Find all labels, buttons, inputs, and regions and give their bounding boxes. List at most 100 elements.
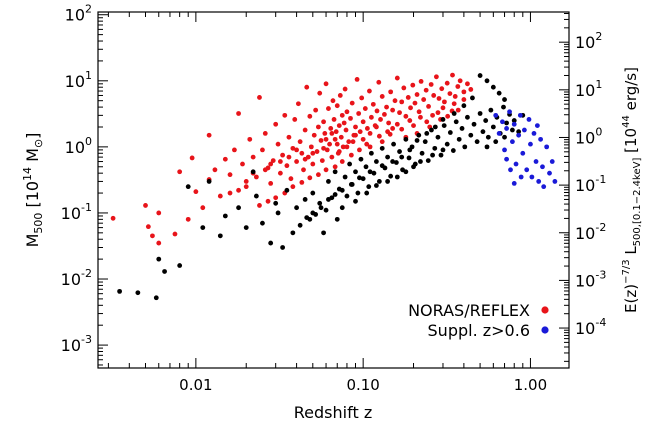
data-point-s0-6 [172, 231, 178, 237]
data-point-s1-23 [297, 222, 303, 228]
points-layer [110, 72, 558, 301]
data-point-s1-96 [477, 73, 483, 78]
data-point-s1-50 [376, 179, 382, 184]
data-point-s1-121 [430, 152, 435, 158]
data-point-s0-65 [328, 126, 334, 131]
data-point-s0-134 [457, 78, 463, 84]
data-point-s0-27 [262, 130, 268, 136]
data-point-s0-82 [346, 139, 352, 145]
legend-marker-suppl [541, 326, 549, 334]
data-point-s0-130 [447, 91, 453, 97]
data-point-s0-185 [445, 113, 451, 119]
data-point-s1-28 [317, 200, 323, 206]
data-point-s0-15 [217, 193, 223, 199]
data-point-s0-190 [286, 154, 292, 160]
data-point-s0-177 [350, 139, 356, 145]
data-point-s0-143 [390, 126, 396, 131]
data-point-s1-115 [332, 192, 338, 197]
data-point-s1-34 [334, 216, 340, 222]
data-point-s0-77 [340, 144, 346, 150]
data-point-s2-31 [511, 181, 517, 186]
y2-tick-label: 10-2 [575, 221, 606, 243]
data-point-s0-14 [212, 167, 218, 173]
data-point-s0-113 [405, 95, 411, 100]
data-point-s1-15 [260, 220, 265, 226]
data-point-s0-83 [348, 115, 353, 121]
data-point-s0-131 [450, 72, 455, 78]
data-point-s0-9 [189, 155, 195, 161]
data-point-s0-71 [334, 103, 340, 109]
data-point-s1-3 [156, 256, 162, 262]
data-point-s0-192 [268, 161, 274, 167]
data-point-s0-133 [455, 84, 461, 89]
data-point-s0-22 [247, 136, 253, 142]
data-point-s0-179 [376, 133, 382, 139]
data-point-s2-29 [508, 167, 513, 173]
data-point-s1-4 [162, 269, 167, 274]
data-point-s2-26 [549, 159, 555, 164]
data-point-s1-26 [310, 190, 316, 196]
data-point-s0-81 [344, 109, 350, 115]
data-point-s0-166 [374, 124, 379, 130]
data-point-s0-196 [236, 187, 241, 193]
data-point-s0-50 [308, 144, 314, 150]
data-point-s1-30 [323, 207, 329, 213]
data-point-s1-107 [407, 147, 413, 153]
data-point-s1-81 [471, 121, 477, 127]
data-point-s1-128 [364, 190, 370, 196]
data-point-s1-77 [459, 126, 465, 131]
data-point-s1-21 [290, 230, 296, 236]
data-point-s1-70 [438, 152, 444, 158]
data-point-s0-39 [290, 145, 296, 151]
data-point-s0-55 [315, 124, 321, 130]
y-tick-label: 10-2 [61, 267, 92, 289]
data-point-s0-88 [356, 111, 362, 116]
data-point-s2-6 [510, 139, 515, 145]
data-point-s0-53 [313, 107, 319, 113]
data-point-s0-67 [330, 98, 336, 104]
data-point-s1-82 [474, 139, 480, 145]
data-point-s0-162 [344, 144, 350, 150]
data-point-s1-8 [206, 179, 212, 184]
data-point-s0-114 [408, 105, 413, 111]
data-point-s1-91 [501, 104, 506, 110]
data-point-s0-56 [317, 90, 323, 96]
data-point-s0-31 [273, 121, 279, 127]
y-tick-label: 101 [65, 69, 92, 91]
data-point-s1-1 [135, 290, 141, 296]
data-point-s1-66 [425, 158, 431, 163]
data-point-s1-95 [484, 78, 490, 84]
legend: NORAS/REFLEX Suppl. z>0.6 [408, 301, 549, 340]
data-point-s0-150 [323, 167, 329, 173]
data-point-s0-16 [222, 156, 228, 162]
data-point-s2-18 [533, 159, 539, 164]
data-point-s1-111 [367, 169, 373, 175]
y2-tick-label: 102 [575, 30, 602, 52]
data-point-s0-44 [299, 150, 305, 156]
data-point-s0-132 [452, 94, 458, 99]
data-point-s0-126 [436, 96, 442, 101]
data-point-s0-8 [185, 216, 191, 222]
y-axis-label: M500 [1014 M⊙] [21, 133, 45, 248]
data-point-s0-18 [232, 147, 237, 153]
data-point-s0-174 [461, 97, 467, 102]
data-point-s0-145 [367, 144, 373, 150]
data-point-s0-154 [290, 184, 296, 190]
data-point-s1-86 [485, 134, 491, 140]
data-point-s0-70 [333, 129, 339, 135]
data-point-s2-17 [531, 130, 537, 136]
data-point-s0-105 [388, 89, 394, 95]
data-point-s1-103 [440, 117, 446, 122]
data-point-s0-148 [339, 159, 345, 164]
data-point-s1-5 [177, 263, 183, 268]
data-point-s0-76 [339, 112, 345, 118]
data-point-s2-2 [500, 119, 505, 125]
data-point-s0-116 [412, 100, 418, 106]
data-point-s0-96 [370, 101, 376, 107]
data-point-s0-98 [374, 108, 380, 114]
data-point-s0-188 [310, 150, 316, 156]
data-point-s0-104 [386, 120, 392, 126]
data-point-s0-40 [292, 117, 298, 122]
data-point-s0-193 [262, 167, 268, 173]
data-point-s0-12 [206, 132, 212, 138]
